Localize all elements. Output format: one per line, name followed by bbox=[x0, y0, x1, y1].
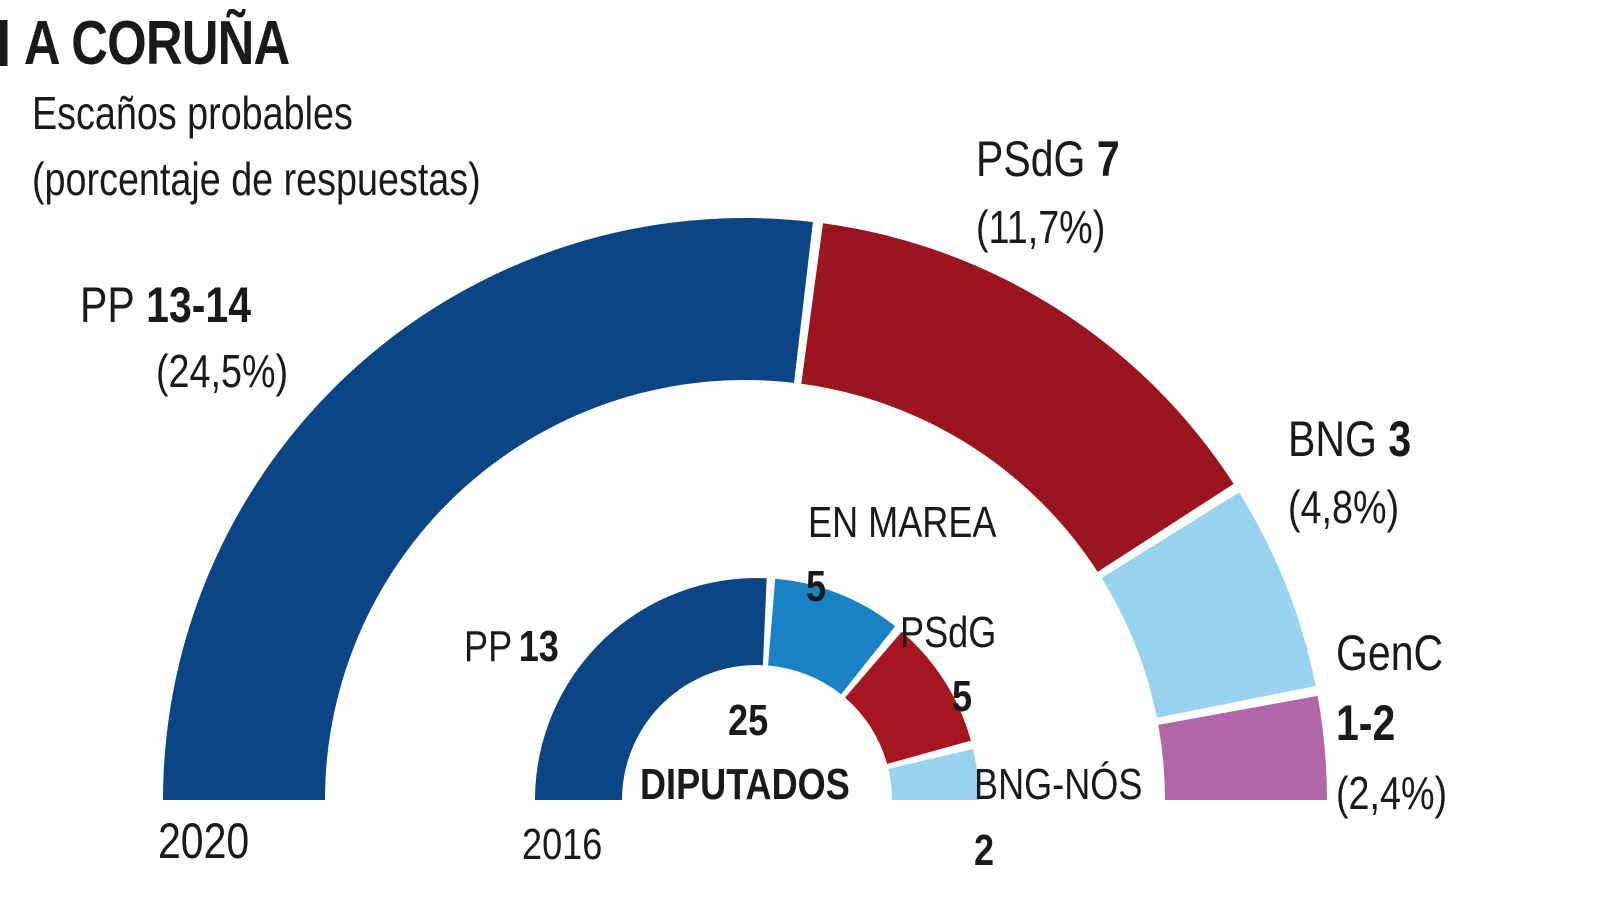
center-label: DIPUTADOS bbox=[640, 760, 850, 809]
seats-2016-bng: 2 bbox=[974, 826, 995, 875]
label-2016-bng: BNG-NÓS bbox=[974, 760, 1143, 809]
seats-2016-psdg: 5 bbox=[952, 672, 973, 721]
label-2020-psdg: PSdG 7 bbox=[976, 131, 1120, 187]
title-marker bbox=[0, 20, 8, 66]
page-title: A CORUÑA bbox=[0, 8, 290, 79]
seg-2016-arc-bng-n-s bbox=[888, 748, 979, 800]
label-2016-psdg: PSdG bbox=[900, 608, 997, 657]
pct-2020-psdg: (11,7%) bbox=[976, 201, 1106, 253]
seg-2020-arc-genc bbox=[1158, 695, 1327, 800]
seg-2016-arc-en-marea bbox=[768, 578, 896, 695]
seg-2016-arc-pp bbox=[535, 578, 767, 800]
label-2020-pp: PP 13-14 bbox=[80, 277, 252, 333]
chart-2020-arcs bbox=[163, 218, 1327, 800]
seg-2020-arc-bng bbox=[1101, 492, 1316, 718]
label-2016-enmarea: EN MAREA bbox=[808, 498, 997, 547]
year-label-2016: 2016 bbox=[522, 820, 603, 869]
seg-2020-arc-pp bbox=[163, 218, 813, 800]
label-2020-bng: BNG 3 bbox=[1288, 411, 1412, 467]
label-2016-pp: PP 13 bbox=[464, 622, 559, 671]
seg-2016-arc-psdg bbox=[845, 631, 971, 764]
pct-2020-pp: (24,5%) bbox=[156, 345, 289, 397]
pct-2020-bng: (4,8%) bbox=[1288, 481, 1400, 533]
label-2020-genc: GenC bbox=[1336, 625, 1444, 681]
seg-2020-arc-psdg bbox=[801, 223, 1234, 572]
center-number: 25 bbox=[728, 696, 769, 745]
chart-2016-arcs bbox=[535, 578, 979, 800]
seats-2016-enmarea: 5 bbox=[806, 562, 827, 611]
subtitle-line1: Escaños probables bbox=[32, 87, 353, 139]
subtitle-line2: (porcentaje de respuestas) bbox=[32, 153, 481, 205]
seats-2020-genc: 1-2 bbox=[1336, 695, 1396, 751]
pct-2020-genc: (2,4%) bbox=[1336, 767, 1448, 819]
year-label-2020: 2020 bbox=[158, 813, 250, 869]
